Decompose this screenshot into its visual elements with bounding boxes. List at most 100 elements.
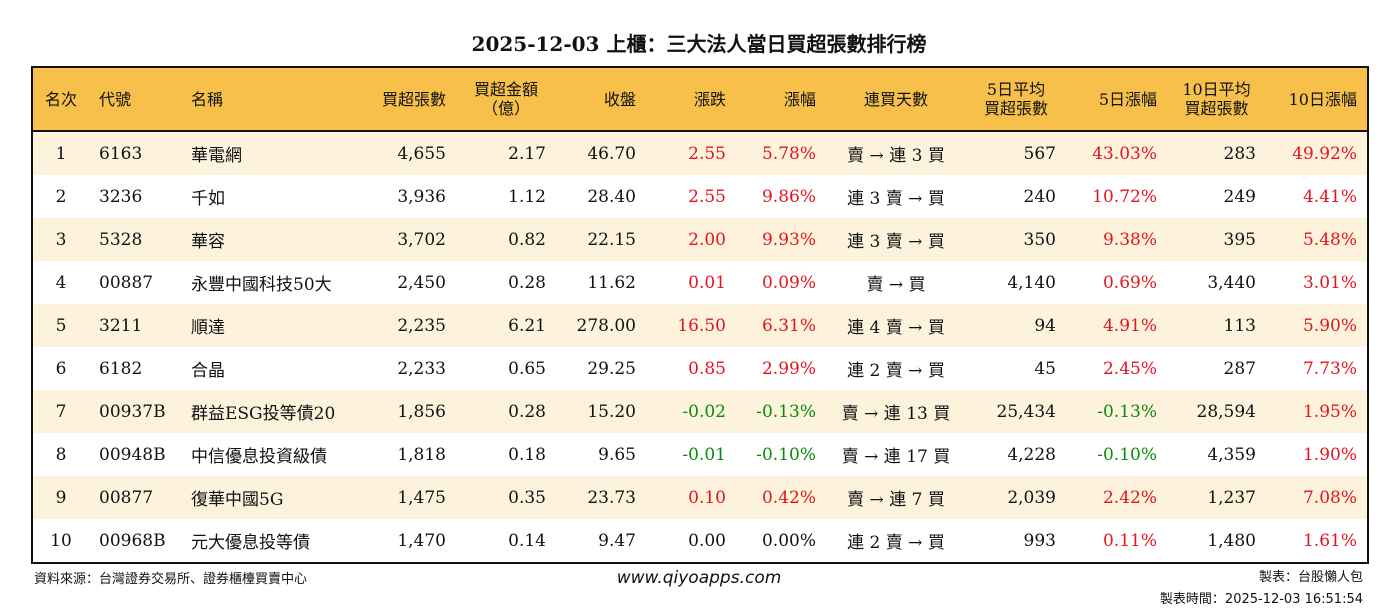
cell-net-buy: 1,470 bbox=[397, 530, 446, 551]
cell-pct10: 3.01% bbox=[1302, 272, 1357, 293]
cell-amount: 0.28 bbox=[508, 401, 546, 422]
cell-avg5: 240 bbox=[1023, 186, 1056, 207]
cell-pct: 5.78% bbox=[761, 143, 816, 164]
table-row: 9 00877 復華中國5G 1,475 0.35 23.73 0.10 0.42% 賣 → 連… bbox=[32, 476, 1368, 519]
cell-avg10: 28,594 bbox=[1196, 401, 1256, 422]
cell-pct10: 4.41% bbox=[1302, 186, 1357, 207]
cell-amount: 6.21 bbox=[508, 315, 546, 336]
cell-rank: 8 bbox=[55, 444, 67, 465]
cell-change: 0.00 bbox=[688, 530, 726, 551]
made-time: 製表時間：2025-12-03 16:51:54 bbox=[1159, 592, 1363, 607]
cell-rank: 7 bbox=[55, 401, 67, 422]
cell-name: 元大優息投等債 bbox=[191, 533, 310, 553]
cell-avg5: 45 bbox=[1034, 358, 1056, 379]
cell-code: 3211 bbox=[99, 315, 143, 336]
cell-name: 群益ESG投等債20 bbox=[191, 404, 336, 424]
cell-pct10: 7.08% bbox=[1302, 487, 1357, 508]
cell-pct5: -0.13% bbox=[1097, 401, 1157, 422]
cell-name: 復華中國5G bbox=[191, 490, 284, 510]
cell-change: 0.10 bbox=[688, 487, 726, 508]
cell-pct5: 43.03% bbox=[1092, 143, 1157, 164]
cell-code: 3236 bbox=[99, 186, 143, 207]
cell-amount: 0.28 bbox=[508, 272, 546, 293]
cell-close: 23.73 bbox=[587, 487, 636, 508]
cell-rank: 10 bbox=[50, 530, 72, 551]
table-row: 4 00887 永豐中國科技50大 2,450 0.28 11.62 0.01 0.09% 賣 … bbox=[32, 261, 1368, 304]
cell-amount: 0.82 bbox=[508, 229, 546, 250]
cell-name: 順達 bbox=[191, 318, 225, 338]
cell-pct5: 0.69% bbox=[1102, 272, 1157, 293]
cell-change: -0.02 bbox=[682, 401, 726, 422]
cell-streak: 連 4 賣 → 買 bbox=[847, 318, 945, 338]
cell-avg5: 350 bbox=[1023, 229, 1056, 250]
cell-close: 11.62 bbox=[587, 272, 636, 293]
table-row: 1 6163 華電網 4,655 2.17 46.70 2.55 5.78% 賣 → 連 3 買… bbox=[32, 131, 1368, 175]
cell-change: 2.55 bbox=[688, 186, 726, 207]
header-name: 名稱 bbox=[181, 67, 366, 132]
cell-code: 00937B bbox=[99, 401, 166, 422]
cell-close: 22.15 bbox=[587, 229, 636, 250]
cell-streak: 賣 → 連 7 買 bbox=[847, 490, 945, 510]
cell-streak: 賣 → 買 bbox=[866, 275, 926, 295]
cell-avg10: 283 bbox=[1223, 143, 1256, 164]
data-source: 資料來源：台灣證券交易所、證券櫃檯買賣中心 bbox=[34, 572, 308, 587]
cell-streak: 連 3 賣 → 買 bbox=[847, 232, 945, 252]
cell-close: 46.70 bbox=[587, 143, 636, 164]
cell-code: 00887 bbox=[99, 272, 154, 293]
cell-streak: 連 3 賣 → 買 bbox=[847, 189, 945, 209]
cell-rank: 9 bbox=[55, 487, 67, 508]
cell-name: 華電網 bbox=[191, 146, 242, 166]
website-url: www.qiyoapps.com bbox=[616, 568, 782, 588]
cell-close: 278.00 bbox=[576, 315, 636, 336]
cell-avg10: 249 bbox=[1223, 186, 1256, 207]
cell-change: 16.50 bbox=[677, 315, 726, 336]
cell-streak: 賣 → 連 17 買 bbox=[841, 447, 951, 467]
cell-avg5: 993 bbox=[1023, 530, 1056, 551]
page-title: 2025-12-03 上櫃：三大法人當日買超張數排行榜 bbox=[471, 32, 927, 56]
cell-code: 5328 bbox=[99, 229, 143, 250]
cell-close: 9.65 bbox=[598, 444, 636, 465]
cell-name: 華容 bbox=[191, 232, 225, 252]
cell-avg10: 395 bbox=[1223, 229, 1256, 250]
cell-amount: 2.17 bbox=[508, 143, 546, 164]
cell-rank: 4 bbox=[55, 272, 67, 293]
cell-change: 2.55 bbox=[688, 143, 726, 164]
cell-pct: 0.42% bbox=[761, 487, 816, 508]
cell-pct10: 1.95% bbox=[1302, 401, 1357, 422]
header-amount: 買超金額 （億） bbox=[456, 67, 556, 132]
header-rank: 名次 bbox=[32, 67, 89, 132]
cell-rank: 2 bbox=[55, 186, 67, 207]
header-code: 代號 bbox=[89, 67, 181, 132]
cell-pct5: 9.38% bbox=[1102, 229, 1157, 250]
header-avg10: 10日平均 買超張數 bbox=[1167, 67, 1266, 132]
cell-amount: 0.65 bbox=[508, 358, 546, 379]
cell-name: 千如 bbox=[191, 189, 225, 209]
maker-label: 製表：台股懶人包 bbox=[1258, 570, 1363, 585]
cell-pct10: 5.90% bbox=[1302, 315, 1357, 336]
cell-amount: 0.14 bbox=[508, 530, 546, 551]
cell-code: 00877 bbox=[99, 487, 154, 508]
cell-net-buy: 1,475 bbox=[397, 487, 446, 508]
cell-pct5: 0.11% bbox=[1102, 530, 1157, 551]
cell-avg5: 2,039 bbox=[1007, 487, 1056, 508]
cell-amount: 1.12 bbox=[508, 186, 546, 207]
cell-change: 0.85 bbox=[688, 358, 726, 379]
cell-avg10: 4,359 bbox=[1207, 444, 1256, 465]
cell-change: 0.01 bbox=[688, 272, 726, 293]
cell-streak: 連 2 賣 → 買 bbox=[847, 533, 945, 553]
cell-code: 00948B bbox=[99, 444, 166, 465]
cell-avg10: 1,237 bbox=[1207, 487, 1256, 508]
cell-amount: 0.18 bbox=[508, 444, 546, 465]
header-streak: 連買天數 bbox=[826, 67, 966, 132]
cell-avg10: 3,440 bbox=[1207, 272, 1256, 293]
cell-pct5: 2.45% bbox=[1102, 358, 1157, 379]
cell-pct5: 10.72% bbox=[1092, 186, 1157, 207]
table-row: 7 00937B 群益ESG投等債20 1,856 0.28 15.20 -0.02 -0.1… bbox=[32, 390, 1368, 433]
header-pct: 漲幅 bbox=[736, 67, 826, 132]
cell-close: 15.20 bbox=[587, 401, 636, 422]
cell-streak: 賣 → 連 13 買 bbox=[841, 404, 951, 424]
header-close: 收盤 bbox=[556, 67, 646, 132]
cell-net-buy: 2,233 bbox=[397, 358, 446, 379]
cell-avg5: 4,228 bbox=[1007, 444, 1056, 465]
table-row: 5 3211 順達 2,235 6.21 278.00 16.50 6.31% 連 4 賣 → … bbox=[32, 304, 1368, 347]
